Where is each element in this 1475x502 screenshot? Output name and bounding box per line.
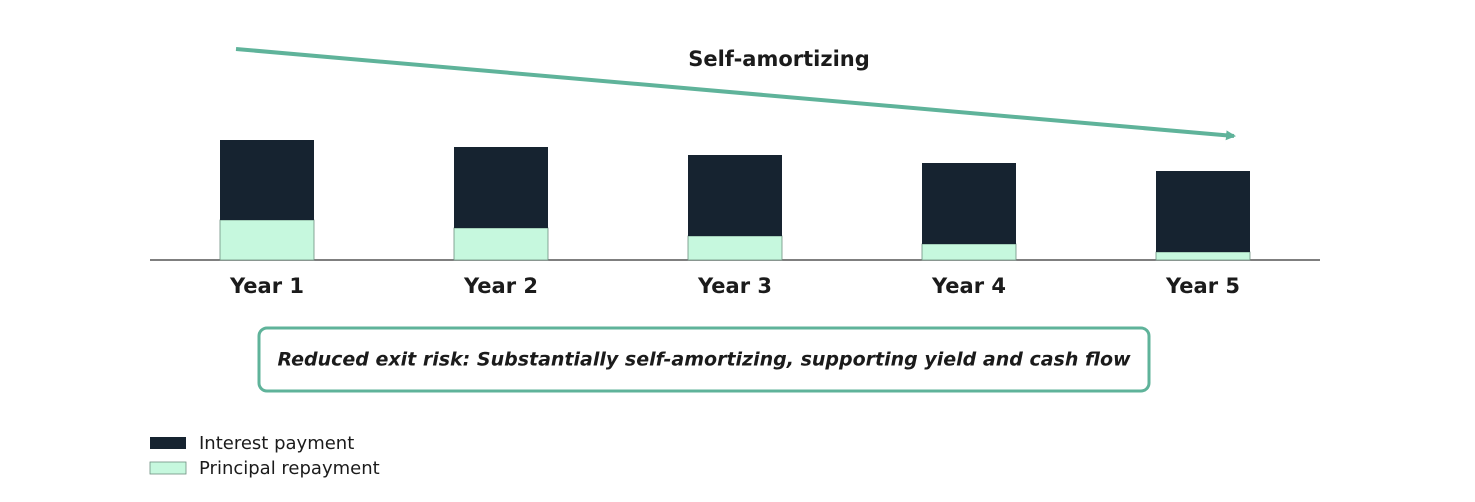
bar-segment [921,243,1017,261]
trend-arrow [235,47,1236,141]
bar-segment [1156,171,1250,252]
legend-swatch [149,461,187,475]
bar-segment [219,219,315,261]
bar-segment [454,147,548,228]
legend-label: Interest payment [199,433,354,454]
x-tick-label: Year 3 [697,274,772,298]
annotation-box [257,326,1151,393]
bar-segment [922,163,1016,244]
x-tick-label: Year 1 [229,274,304,298]
chart-title: Self-amortizing [688,47,870,71]
bar-segment [220,140,314,220]
x-tick-label: Year 4 [931,274,1006,298]
bar-segment [1155,251,1251,261]
x-tick-label: Year 2 [463,274,538,298]
legend-label: Principal repayment [199,458,380,479]
bar-segment [453,227,549,261]
x-tick-label: Year 5 [1165,274,1240,298]
legend-swatch [150,437,186,449]
bar-segment [687,235,783,261]
bar-segment [688,155,782,236]
annotation: Reduced exit risk: Substantially self-am… [277,349,1131,371]
